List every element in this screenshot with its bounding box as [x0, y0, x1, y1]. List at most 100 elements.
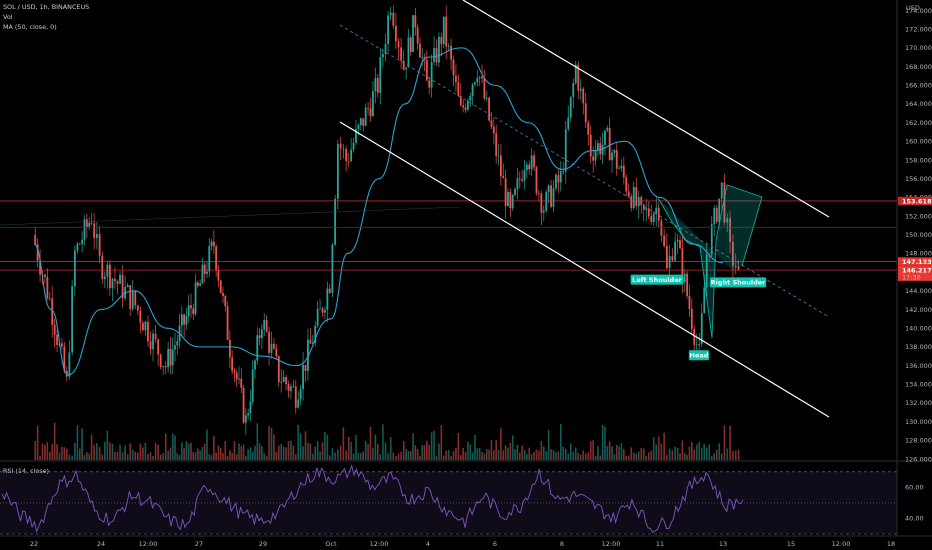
- candle-body: [703, 287, 706, 314]
- candle-body: [660, 220, 663, 236]
- candle-body: [194, 282, 197, 315]
- volume-bar: [355, 435, 357, 460]
- candle-body: [538, 193, 540, 195]
- candle-body: [51, 298, 54, 325]
- candle-body: [387, 15, 389, 45]
- volume-bar: [683, 452, 686, 460]
- time-axis[interactable]: 22 24 12:00 27 29 Oct 12:00 4 6 8 12:00 11 13 15 12:00…: [30, 540, 895, 548]
- volume-bar: [695, 444, 698, 460]
- symbol-label[interactable]: SOL / USD, 1h, BINANCEUS: [3, 3, 90, 11]
- volume-bar: [450, 455, 452, 460]
- x-tick-label: 6: [493, 540, 497, 548]
- candle-body: [126, 285, 129, 288]
- candle-body: [577, 64, 580, 91]
- volume-bar: [181, 442, 183, 460]
- price-axis[interactable]: 174.0000 172.0000 170.0000 168.0000 166.0000…: [0, 0, 932, 537]
- volume-bar: [392, 452, 395, 460]
- candle-body: [428, 80, 431, 88]
- y-tick-label: 162.0000: [905, 119, 932, 127]
- candle-body: [523, 170, 526, 181]
- volume-bar: [254, 445, 256, 460]
- x-tick-label: 12:00: [832, 540, 851, 548]
- volume-bar: [557, 451, 560, 460]
- volume-bar: [635, 453, 638, 460]
- volume-bar: [290, 440, 292, 460]
- volume-bar: [412, 433, 414, 460]
- volume-bar: [93, 445, 95, 460]
- candle-body: [630, 196, 633, 208]
- volume-bar: [483, 453, 486, 460]
- volume-bar: [471, 452, 474, 460]
- candle-body: [732, 241, 734, 266]
- candle-body: [681, 248, 684, 282]
- candle-body: [328, 288, 331, 293]
- volume-bar: [698, 442, 701, 460]
- volume-bar: [734, 450, 737, 460]
- candle-body: [350, 149, 353, 162]
- candle-body: [169, 348, 172, 366]
- volume-bar: [261, 445, 263, 460]
- volume-bar: [376, 443, 379, 460]
- volume-bar: [511, 435, 514, 460]
- candle-body: [625, 177, 628, 192]
- volume-bar: [502, 450, 505, 460]
- x-tick-label: 12:00: [370, 540, 389, 548]
- candle-body: [222, 292, 224, 297]
- volume-bar: [201, 447, 204, 460]
- volume-bar: [668, 448, 671, 460]
- candle-body: [199, 283, 202, 286]
- y-tick-label: 156.0000: [905, 175, 932, 183]
- volume-bar: [121, 452, 124, 460]
- rsi-legend: RSI (14, close): [3, 466, 49, 476]
- candle-body: [134, 290, 137, 306]
- volume-bars: [34, 422, 740, 460]
- volume-bar: [407, 451, 410, 460]
- volume-bar: [493, 450, 495, 460]
- candle-body: [599, 143, 602, 155]
- volume-bar: [620, 443, 623, 460]
- candle-body: [319, 308, 321, 310]
- candle-body: [147, 321, 149, 342]
- volume-bar: [256, 423, 259, 460]
- candle-body: [542, 210, 545, 213]
- volume-bar: [111, 443, 114, 460]
- volume-bar: [219, 447, 222, 460]
- candle-body: [111, 278, 114, 289]
- candle-body: [533, 155, 535, 168]
- candle-body: [376, 77, 379, 93]
- rsi-pane: [0, 464, 897, 535]
- candle-body: [407, 37, 410, 68]
- y-tick-label: 134.0000: [905, 381, 932, 389]
- candle-body: [690, 308, 693, 329]
- volume-bar: [238, 443, 240, 460]
- candle-body: [119, 274, 121, 284]
- volume-bar: [625, 455, 628, 460]
- volume-bar: [152, 455, 154, 460]
- candle-body: [547, 185, 550, 193]
- volume-bar: [421, 445, 424, 460]
- volume-bar: [147, 453, 149, 460]
- ma-label[interactable]: MA (50, close, 0): [3, 23, 57, 31]
- candle-body: [642, 204, 645, 210]
- candle-body: [314, 325, 317, 343]
- volume-bar: [567, 453, 570, 460]
- candle-body: [499, 155, 502, 177]
- candle-body: [525, 164, 528, 171]
- rsi-label[interactable]: RSI (14, close): [3, 467, 50, 475]
- candle-body: [34, 234, 37, 245]
- volume-bar: [384, 442, 387, 460]
- candle-body: [450, 45, 452, 60]
- candle-body: [90, 222, 93, 224]
- candle-body: [270, 343, 273, 353]
- candle-body: [219, 280, 222, 293]
- volume-label[interactable]: Vol: [3, 13, 13, 21]
- candle-body: [668, 256, 671, 269]
- volume-bar: [319, 451, 321, 460]
- volume-bar: [601, 425, 604, 460]
- volume-bar: [249, 447, 252, 460]
- volume-bar: [124, 445, 126, 460]
- pattern-tag-label: Right Shoulder: [711, 279, 767, 287]
- candle-body: [557, 174, 560, 183]
- candle-body: [384, 44, 387, 55]
